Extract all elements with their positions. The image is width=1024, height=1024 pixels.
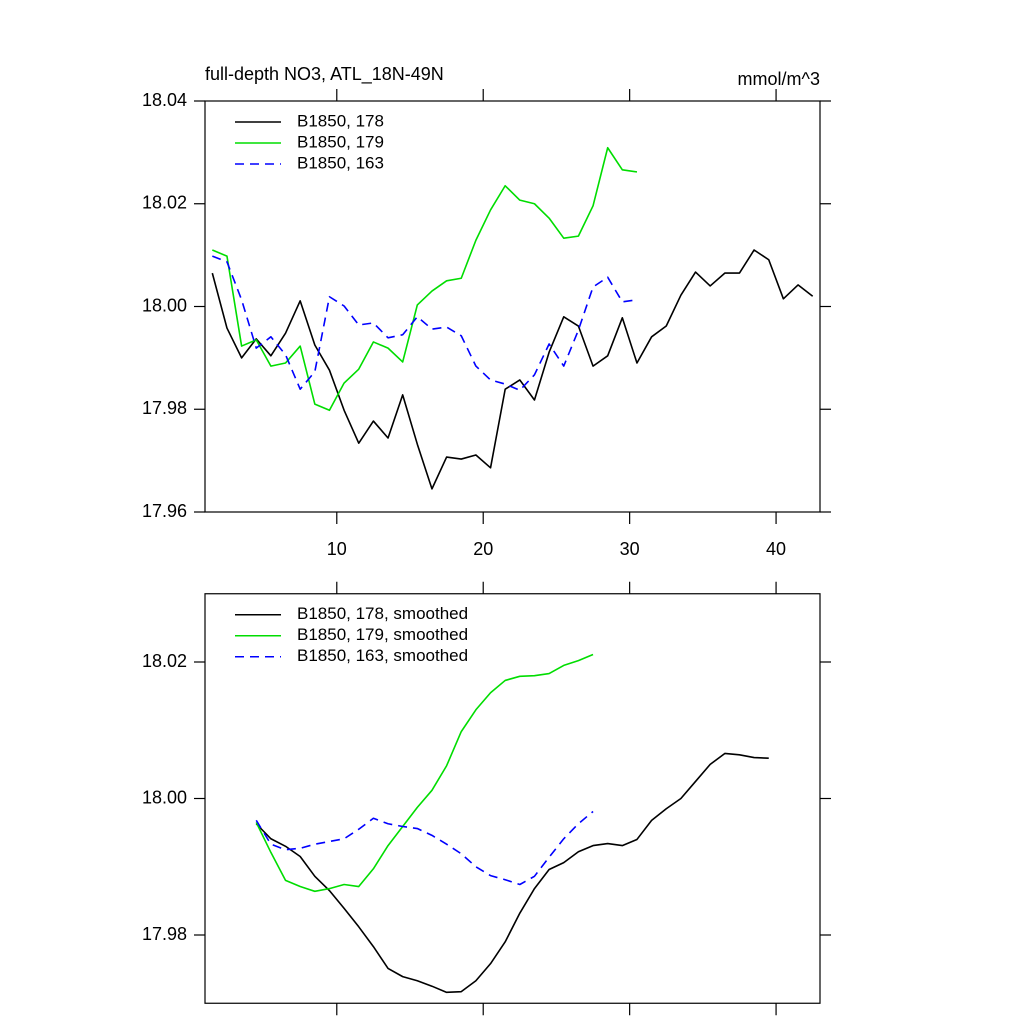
legend-label: B1850, 179, smoothed	[297, 625, 468, 644]
y-tick-label: 18.04	[142, 90, 187, 110]
series-line	[212, 146, 638, 412]
y-tick-label: 17.98	[142, 924, 187, 944]
y-tick-label: 18.00	[142, 295, 187, 315]
chart-title: full-depth NO3, ATL_18N-49N	[205, 64, 444, 85]
x-tick-label: 40	[766, 539, 786, 559]
x-tick-label: 10	[327, 539, 347, 559]
series-line	[212, 255, 638, 392]
y-tick-label: 17.98	[142, 398, 187, 418]
y-tick-label: 18.02	[142, 651, 187, 671]
units-label: mmol/m^3	[738, 69, 820, 89]
series-line	[255, 810, 594, 886]
legend-label: B1850, 179	[297, 132, 384, 151]
y-tick-label: 18.02	[142, 193, 187, 213]
legend-label: B1850, 163	[297, 153, 384, 172]
y-tick-label: 18.00	[142, 787, 187, 807]
x-tick-label: 20	[473, 539, 493, 559]
legend-label: B1850, 178	[297, 111, 384, 130]
legend-label: B1850, 163, smoothed	[297, 646, 468, 665]
series-line	[255, 653, 594, 893]
x-tick-label: 30	[620, 539, 640, 559]
legend-label: B1850, 178, smoothed	[297, 604, 468, 623]
series-line	[255, 752, 769, 994]
series-line	[211, 249, 814, 490]
y-tick-label: 17.96	[142, 501, 187, 521]
